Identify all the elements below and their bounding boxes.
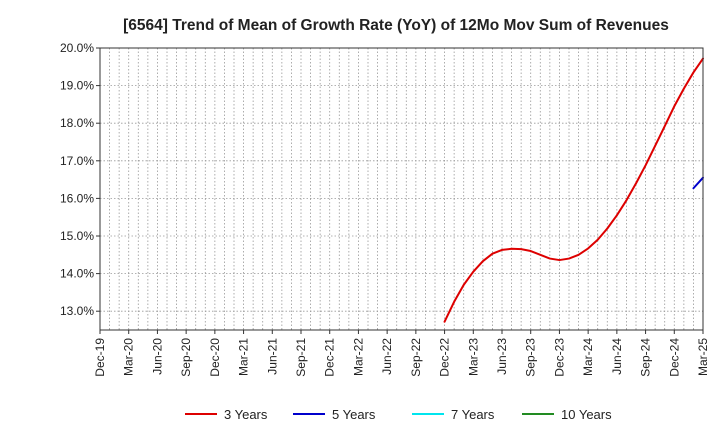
plot-area-frame [99, 47, 704, 331]
x-tick-label: Dec-23 [552, 338, 566, 377]
y-tick-label: 13.0% [60, 304, 94, 318]
x-tick-label: Mar-20 [122, 338, 136, 376]
x-tick-label: Jun-23 [495, 338, 509, 375]
y-tick-label: 16.0% [60, 191, 94, 205]
y-tick-label: 20.0% [60, 41, 94, 55]
y-tick-label: 19.0% [60, 79, 94, 93]
series-lines [443, 57, 704, 323]
x-tick-label: Mar-24 [581, 338, 595, 376]
x-tick-label: Sep-24 [639, 338, 653, 377]
y-tick-label: 14.0% [60, 267, 94, 281]
series-line-5-years [692, 176, 704, 190]
x-tick-label: Sep-22 [409, 338, 423, 377]
x-tick-label: Dec-22 [438, 338, 452, 377]
x-tick-label: Dec-19 [93, 338, 107, 377]
x-tick-label: Sep-23 [524, 338, 538, 377]
legend: 3 Years 5 Years 7 Years 10 Years [185, 407, 612, 422]
x-tick-label: Jun-21 [265, 338, 279, 375]
x-tick-label: Dec-20 [208, 338, 222, 377]
series-line-3-years [443, 57, 704, 323]
x-tick-label: Jun-24 [610, 338, 624, 375]
x-tick-label: Mar-25 [696, 338, 710, 376]
y-tick-label: 15.0% [60, 229, 94, 243]
legend-label: 3 Years [224, 407, 268, 422]
x-tick-label: Jun-22 [380, 338, 394, 375]
x-tick-label: Dec-24 [667, 338, 681, 377]
x-tick-label: Mar-22 [351, 338, 365, 376]
x-tick-label: Mar-23 [466, 338, 480, 376]
x-tick-label: Sep-20 [179, 338, 193, 377]
legend-label: 7 Years [451, 407, 495, 422]
x-tick-label: Dec-21 [323, 338, 337, 377]
x-tick-label: Mar-21 [237, 338, 251, 376]
legend-label: 10 Years [561, 407, 612, 422]
grid [100, 47, 703, 330]
legend-label: 5 Years [332, 407, 376, 422]
y-tick-label: 17.0% [60, 154, 94, 168]
x-axis-ticks: Dec-19 Mar-20 Jun-20 Sep-20 Dec-20 Mar-21 Jun-… [93, 330, 710, 377]
x-tick-label: Sep-21 [294, 338, 308, 377]
chart-title: [6564] Trend of Mean of Growth Rate (YoY… [123, 17, 669, 34]
x-tick-label: Jun-20 [150, 338, 164, 375]
y-tick-label: 18.0% [60, 116, 94, 130]
y-axis-ticks: 13.0% 14.0% 15.0% 16.0% 17.0% 18.0% 19.0% 20.0% [60, 41, 100, 318]
